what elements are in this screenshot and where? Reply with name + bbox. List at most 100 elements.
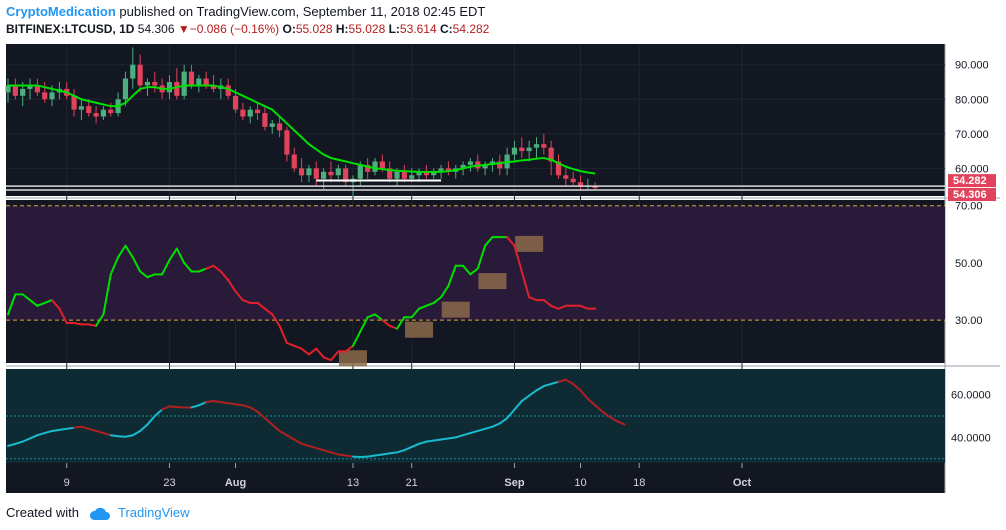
osc-segment (307, 444, 318, 450)
osc-segment (36, 432, 46, 437)
rsi-segment (396, 316, 406, 330)
rsi-segment (432, 296, 443, 304)
price-axis-bg (945, 44, 1000, 493)
candle-body (152, 82, 158, 86)
candle-body (210, 85, 217, 89)
price-pane-bg (6, 44, 945, 196)
candle-body (240, 109, 246, 117)
candle-body (328, 171, 334, 176)
candle-body (401, 171, 407, 179)
osc-segment (528, 389, 538, 397)
candle-body (71, 95, 77, 110)
osc-segment (506, 408, 516, 420)
rsi-segment (29, 299, 39, 307)
rsi-segment (197, 267, 208, 273)
candle-body (34, 85, 40, 93)
candle-body (467, 161, 474, 165)
osc-segment (131, 429, 142, 437)
osc-segment (616, 420, 626, 426)
candle-body (166, 82, 173, 93)
rsi-segment (351, 330, 362, 347)
rsi-segment (307, 347, 318, 356)
time-tick-label: 21 (406, 477, 418, 489)
osc-segment (95, 429, 105, 435)
osc-segment (418, 440, 428, 445)
rsi-segment (381, 319, 391, 327)
time-tick-label: 10 (574, 477, 586, 489)
osc-segment (520, 394, 531, 403)
rsi-segment (95, 313, 105, 327)
osc-segment (476, 427, 487, 432)
osc-segment (337, 453, 347, 457)
osc-segment (564, 378, 575, 385)
author-link[interactable]: CryptoMedication (6, 4, 116, 19)
candle-body (321, 171, 327, 179)
tradingview-link[interactable]: TradingView (118, 505, 190, 520)
candle-body (299, 168, 305, 176)
osc-segment (300, 442, 310, 447)
rsi-segment (36, 301, 46, 307)
osc-segment (557, 378, 567, 383)
candle-body (394, 171, 400, 179)
osc-tick-label: 40.0000 (951, 432, 991, 444)
rsi-segment (234, 290, 244, 302)
rsi-segment (542, 299, 553, 307)
osc-segment (87, 427, 98, 432)
osc-segment (374, 453, 384, 457)
rsi-segment (528, 296, 538, 302)
rsi-segment (131, 256, 142, 273)
osc-segment (7, 442, 17, 447)
low-value: 53.614 (399, 22, 437, 36)
rsi-segment (109, 256, 120, 276)
rsi-segment (146, 273, 156, 279)
candle-body (12, 85, 18, 96)
osc-segment (462, 432, 472, 437)
rsi-segment (550, 304, 560, 310)
osc-tick-label: 60.0000 (951, 390, 991, 402)
osc-segment (153, 408, 164, 417)
candle-body (570, 178, 576, 183)
candle-body (431, 171, 437, 176)
rsi-segment (366, 313, 376, 319)
osc-segment (484, 425, 494, 430)
osc-segment (440, 437, 450, 441)
candle-body (438, 168, 444, 172)
rsi-segment (256, 301, 266, 310)
osc-segment (396, 449, 406, 454)
rsi-segment (87, 323, 98, 327)
osc-segment (65, 426, 76, 430)
candle-body (100, 109, 107, 117)
rsi-segment (21, 293, 32, 302)
osc-segment (608, 416, 619, 423)
last-price: 54.306 (137, 22, 175, 36)
chart-area[interactable]: 90.00080.00070.00060.00054.28254.30670.0… (0, 0, 1006, 500)
symbol-name[interactable]: BITFINEX:LTCUSD, 1D (6, 22, 135, 36)
time-tick-label: Aug (225, 477, 246, 489)
rsi-segment (476, 244, 487, 270)
candle-body (519, 147, 525, 152)
osc-segment (219, 401, 230, 405)
candle-body (548, 147, 554, 162)
rsi-segment (300, 347, 310, 356)
candle-body (563, 175, 569, 179)
candle-body (313, 168, 319, 179)
osc-segment (491, 422, 501, 428)
candle-body (225, 85, 231, 96)
osc-segment (234, 403, 244, 407)
osc-segment (322, 449, 332, 454)
down-arrow-icon: ▼ (177, 22, 190, 36)
candle-body (291, 154, 297, 169)
candle-body (343, 168, 349, 183)
rsi-highlight-box (338, 350, 367, 367)
time-tick-label: 13 (347, 477, 359, 489)
time-tick-label: 23 (163, 477, 175, 489)
rsi-tick-label: 30.00 (955, 315, 983, 327)
candle-body (379, 161, 385, 169)
candle-body (122, 78, 129, 100)
time-tick-label: Sep (504, 477, 524, 489)
candle-body (526, 147, 532, 152)
rsi-segment (175, 247, 186, 264)
candle-body (423, 171, 429, 176)
open-value: 55.028 (295, 22, 333, 36)
candle-body (108, 109, 114, 114)
